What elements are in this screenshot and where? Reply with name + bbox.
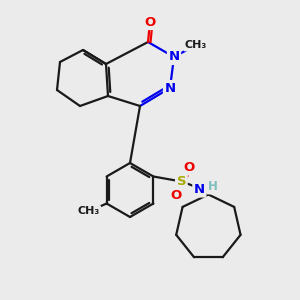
Text: O: O [144, 16, 156, 28]
Text: CH₃: CH₃ [185, 40, 207, 50]
Text: H: H [207, 180, 217, 193]
Text: O: O [171, 189, 182, 202]
Text: CH₃: CH₃ [77, 206, 100, 217]
Text: N: N [168, 50, 180, 64]
Text: S: S [177, 175, 186, 188]
Text: O: O [184, 161, 195, 174]
Text: N: N [194, 183, 205, 196]
Text: N: N [164, 82, 175, 94]
